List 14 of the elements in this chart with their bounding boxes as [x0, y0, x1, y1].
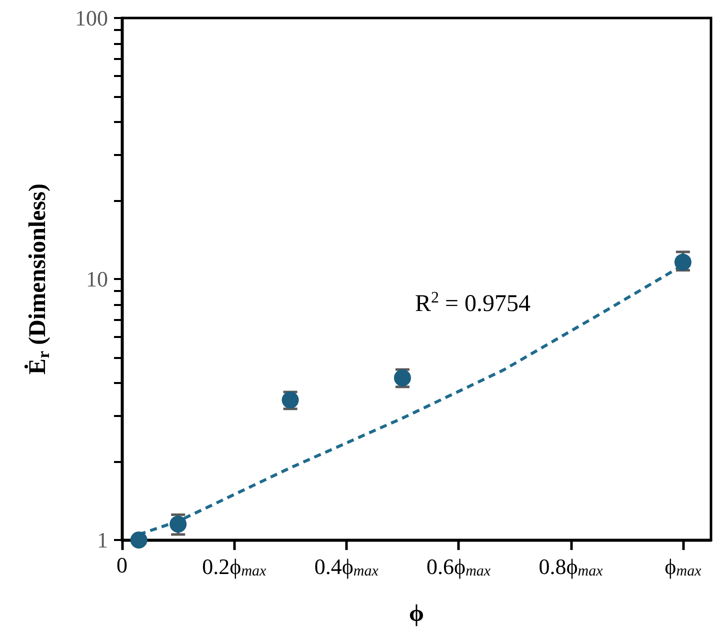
point — [674, 254, 692, 271]
x-tick-label: ϕmax — [664, 554, 702, 580]
y-axis-title: Ėr (Dimensionless) — [24, 184, 53, 374]
x-axis-title: ϕ — [409, 601, 424, 627]
point — [170, 516, 187, 533]
x-tick-label: 0 — [116, 552, 128, 578]
x-tick-label: 0.2ϕmax — [202, 554, 267, 580]
x-tick-label: 0.6ϕmax — [426, 554, 491, 580]
point — [130, 532, 148, 548]
y-tick-label: 10 — [86, 266, 108, 292]
x-tick-label: 0.4ϕmax — [314, 554, 379, 580]
x-tick-label: 0.8ϕmax — [538, 554, 604, 580]
y-tick-label: 100 — [75, 6, 108, 30]
y-tick-label: 1 — [97, 528, 108, 552]
